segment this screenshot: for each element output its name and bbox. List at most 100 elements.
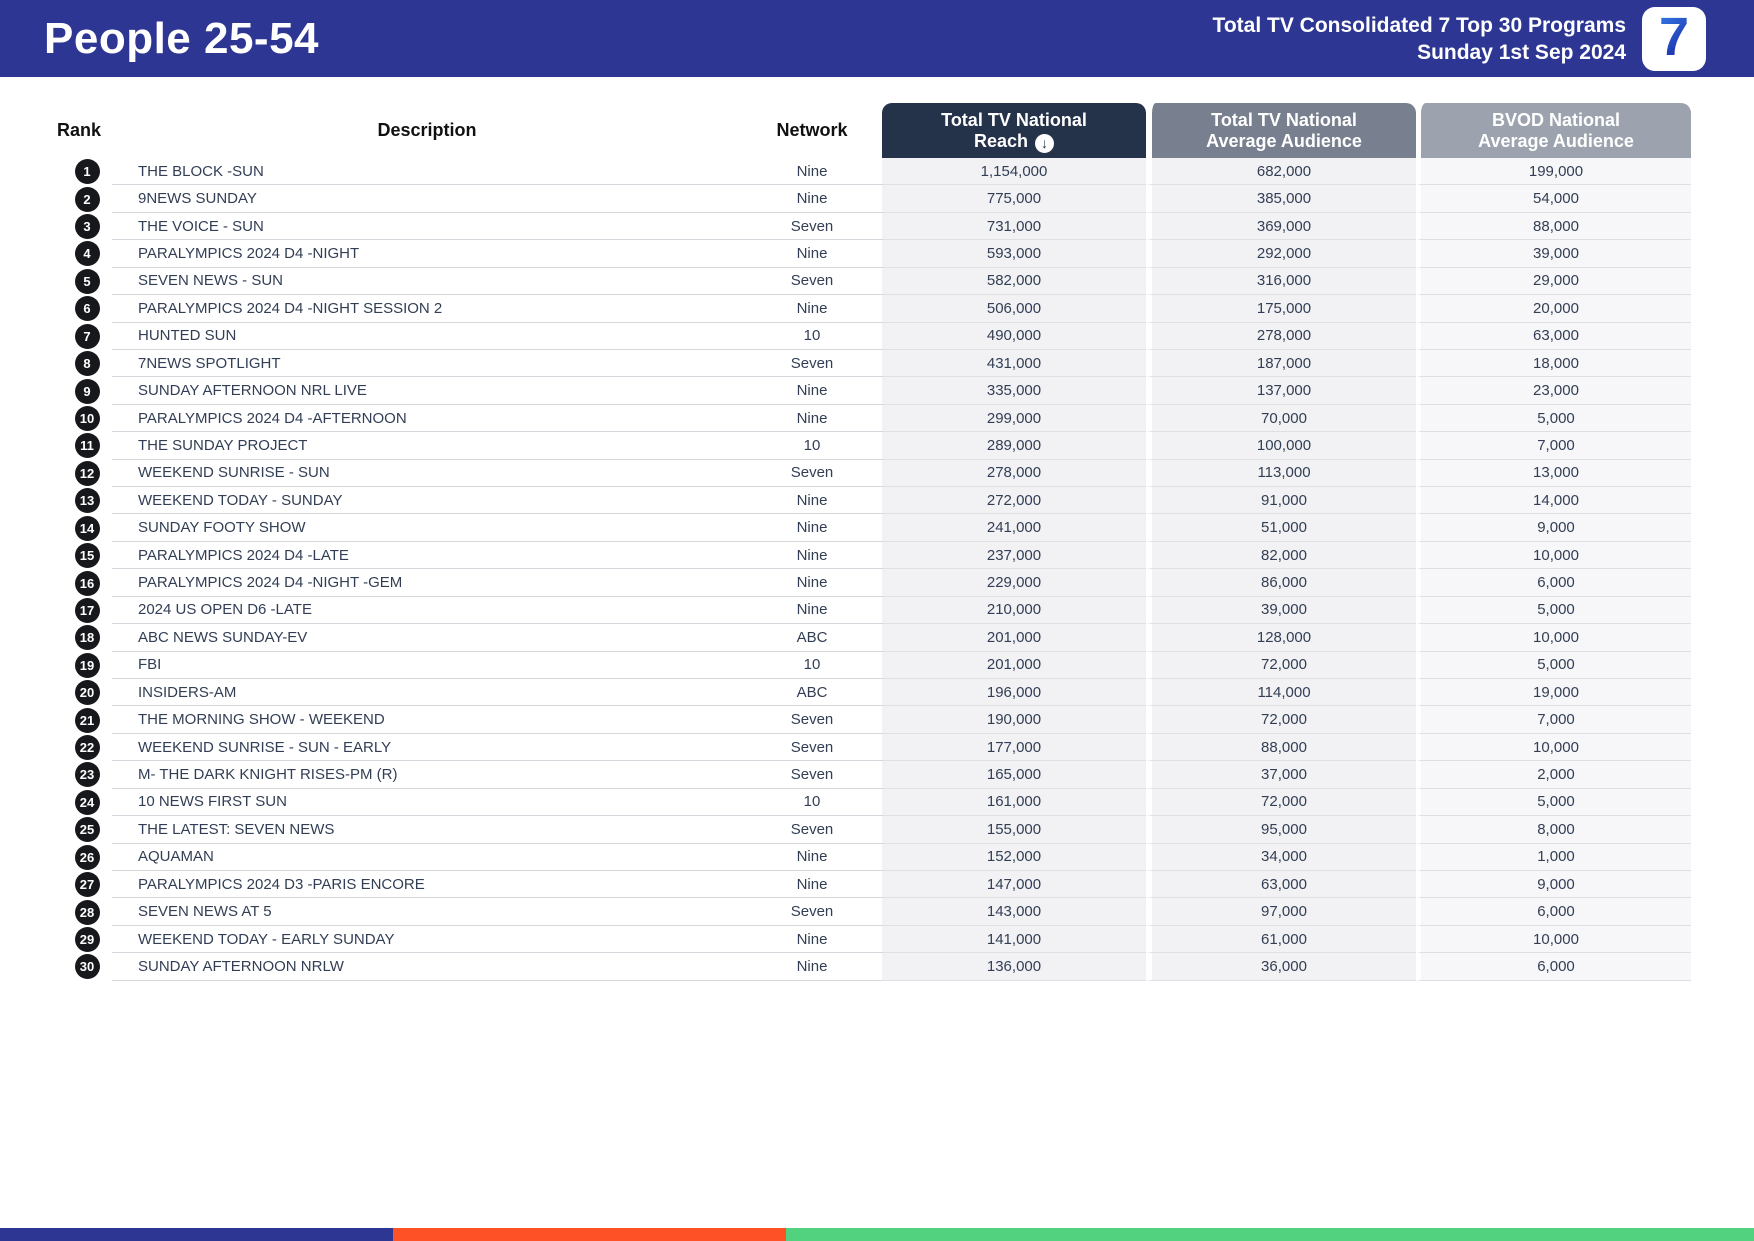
network-name: Seven (742, 706, 882, 734)
network-name: Nine (742, 871, 882, 899)
rank-cell: 1 (46, 158, 112, 185)
network-name: Nine (742, 405, 882, 433)
table-row: 20 INSIDERS-AM ABC 196,000 114,000 19,00… (46, 679, 1691, 707)
total-tv-reach-value: 582,000 (882, 267, 1146, 296)
table-row: 15 PARALYMPICS 2024 D4 -LATE Nine 237,00… (46, 541, 1691, 570)
avg-header-line1: Total TV National (1211, 109, 1357, 130)
table-row: 5 SEVEN NEWS - SUN Seven 582,000 316,000… (46, 267, 1691, 296)
rank-cell: 22 (46, 734, 112, 761)
total-tv-reach-value: 143,000 (882, 898, 1146, 926)
rank-badge: 9 (74, 378, 100, 404)
rank-cell: 17 (46, 597, 112, 624)
table-row: 3 THE VOICE - SUN Seven 731,000 369,000 … (46, 212, 1691, 241)
footer-bar-blue-segment (0, 1228, 393, 1241)
table-row: 29 WEEKEND TODAY - EARLY SUNDAY Nine 141… (46, 925, 1691, 954)
total-tv-average-audience-value: 36,000 (1146, 953, 1416, 981)
total-tv-average-audience-value: 95,000 (1146, 816, 1416, 844)
total-tv-average-audience-value: 100,000 (1146, 432, 1416, 460)
rank-cell: 26 (46, 844, 112, 871)
table-row: 9 SUNDAY AFTERNOON NRL LIVE Nine 335,000… (46, 377, 1691, 405)
program-description: 10 NEWS FIRST SUN (112, 789, 742, 817)
avg-header-line2: Average Audience (1206, 130, 1362, 151)
rank-badge: 16 (74, 570, 100, 596)
bvod-average-audience-value: 19,000 (1416, 679, 1691, 707)
program-description: SUNDAY AFTERNOON NRL LIVE (112, 377, 742, 405)
table-row: 16 PARALYMPICS 2024 D4 -NIGHT -GEM Nine … (46, 569, 1691, 597)
bvod-average-audience-value: 20,000 (1416, 295, 1691, 323)
rank-badge: 17 (74, 597, 100, 623)
total-tv-reach-value: 152,000 (882, 843, 1146, 871)
total-tv-average-audience-value: 682,000 (1146, 158, 1416, 186)
total-tv-average-audience-value: 137,000 (1146, 377, 1416, 405)
network-name: Seven (742, 213, 882, 241)
page-title: People 25-54 (44, 13, 320, 63)
rank-badge: 2 (74, 186, 100, 212)
rank-cell: 14 (46, 514, 112, 541)
total-tv-reach-value: 155,000 (882, 816, 1146, 844)
bvod-average-audience-value: 9,000 (1416, 514, 1691, 542)
column-header-bvod-average-audience[interactable]: BVOD National Average Audience (1416, 103, 1691, 158)
footer-color-bar (0, 1228, 1754, 1241)
total-tv-average-audience-value: 385,000 (1146, 185, 1416, 213)
rank-cell: 16 (46, 569, 112, 596)
total-tv-reach-value: 161,000 (882, 788, 1146, 817)
rank-badge: 30 (74, 954, 100, 980)
total-tv-reach-value: 731,000 (882, 212, 1146, 241)
total-tv-average-audience-value: 51,000 (1146, 514, 1416, 542)
programs-table: Rank Description Network Total TV Nation… (46, 103, 1691, 981)
total-tv-reach-value: 272,000 (882, 487, 1146, 515)
table-row: 27 PARALYMPICS 2024 D3 -PARIS ENCORE Nin… (46, 870, 1691, 899)
rank-cell: 7 (46, 323, 112, 350)
total-tv-average-audience-value: 72,000 (1146, 788, 1416, 817)
network-name: Seven (742, 761, 882, 789)
total-tv-reach-value: 141,000 (882, 925, 1146, 954)
bvod-average-audience-value: 5,000 (1416, 788, 1691, 817)
bvod-average-audience-value: 39,000 (1416, 240, 1691, 268)
network-name: Seven (742, 350, 882, 378)
bvod-average-audience-value: 6,000 (1416, 569, 1691, 597)
network-name: Nine (742, 844, 882, 871)
rank-badge: 19 (74, 652, 100, 678)
program-description: THE LATEST: SEVEN NEWS (112, 816, 742, 844)
table-row: 1 THE BLOCK -SUN Nine 1,154,000 682,000 … (46, 158, 1691, 186)
table-row: 4 PARALYMPICS 2024 D4 -NIGHT Nine 593,00… (46, 240, 1691, 268)
column-header-total-tv-average-audience[interactable]: Total TV National Average Audience (1146, 103, 1416, 158)
total-tv-reach-value: 490,000 (882, 322, 1146, 350)
rank-badge: 15 (74, 543, 100, 569)
rank-badge: 21 (74, 707, 100, 733)
network-name: 10 (742, 789, 882, 817)
bvod-header-line2: Average Audience (1478, 130, 1634, 151)
rank-cell: 15 (46, 542, 112, 569)
seven-network-logo: 7 (1642, 6, 1706, 71)
rank-badge: 25 (74, 817, 100, 843)
column-header-total-tv-reach[interactable]: Total TV National Reach ↓ (882, 103, 1146, 158)
bvod-average-audience-value: 2,000 (1416, 761, 1691, 789)
bvod-average-audience-value: 13,000 (1416, 459, 1691, 488)
program-description: PARALYMPICS 2024 D3 -PARIS ENCORE (112, 871, 742, 899)
network-name: Nine (742, 158, 882, 186)
program-description: PARALYMPICS 2024 D4 -NIGHT -GEM (112, 569, 742, 597)
rank-cell: 4 (46, 240, 112, 267)
program-description: THE SUNDAY PROJECT (112, 432, 742, 460)
rank-badge: 18 (74, 625, 100, 651)
rank-badge: 13 (74, 488, 100, 514)
table-row: 24 10 NEWS FIRST SUN 10 161,000 72,000 5… (46, 788, 1691, 817)
network-name: ABC (742, 679, 882, 707)
network-name: Nine (742, 926, 882, 954)
table-row: 26 AQUAMAN Nine 152,000 34,000 1,000 (46, 843, 1691, 871)
network-name: Nine (742, 597, 882, 625)
total-tv-average-audience-value: 72,000 (1146, 706, 1416, 734)
network-name: Nine (742, 295, 882, 323)
total-tv-reach-value: 190,000 (882, 706, 1146, 734)
total-tv-average-audience-value: 61,000 (1146, 925, 1416, 954)
network-name: 10 (742, 652, 882, 680)
rank-badge: 27 (74, 872, 100, 898)
rank-badge: 22 (74, 735, 100, 761)
banner: People 25-54 Total TV Consolidated 7 Top… (0, 0, 1754, 77)
total-tv-average-audience-value: 292,000 (1146, 240, 1416, 268)
rank-cell: 11 (46, 432, 112, 459)
column-header-rank: Rank (56, 120, 101, 140)
bvod-average-audience-value: 10,000 (1416, 925, 1691, 954)
rank-cell: 30 (46, 953, 112, 980)
